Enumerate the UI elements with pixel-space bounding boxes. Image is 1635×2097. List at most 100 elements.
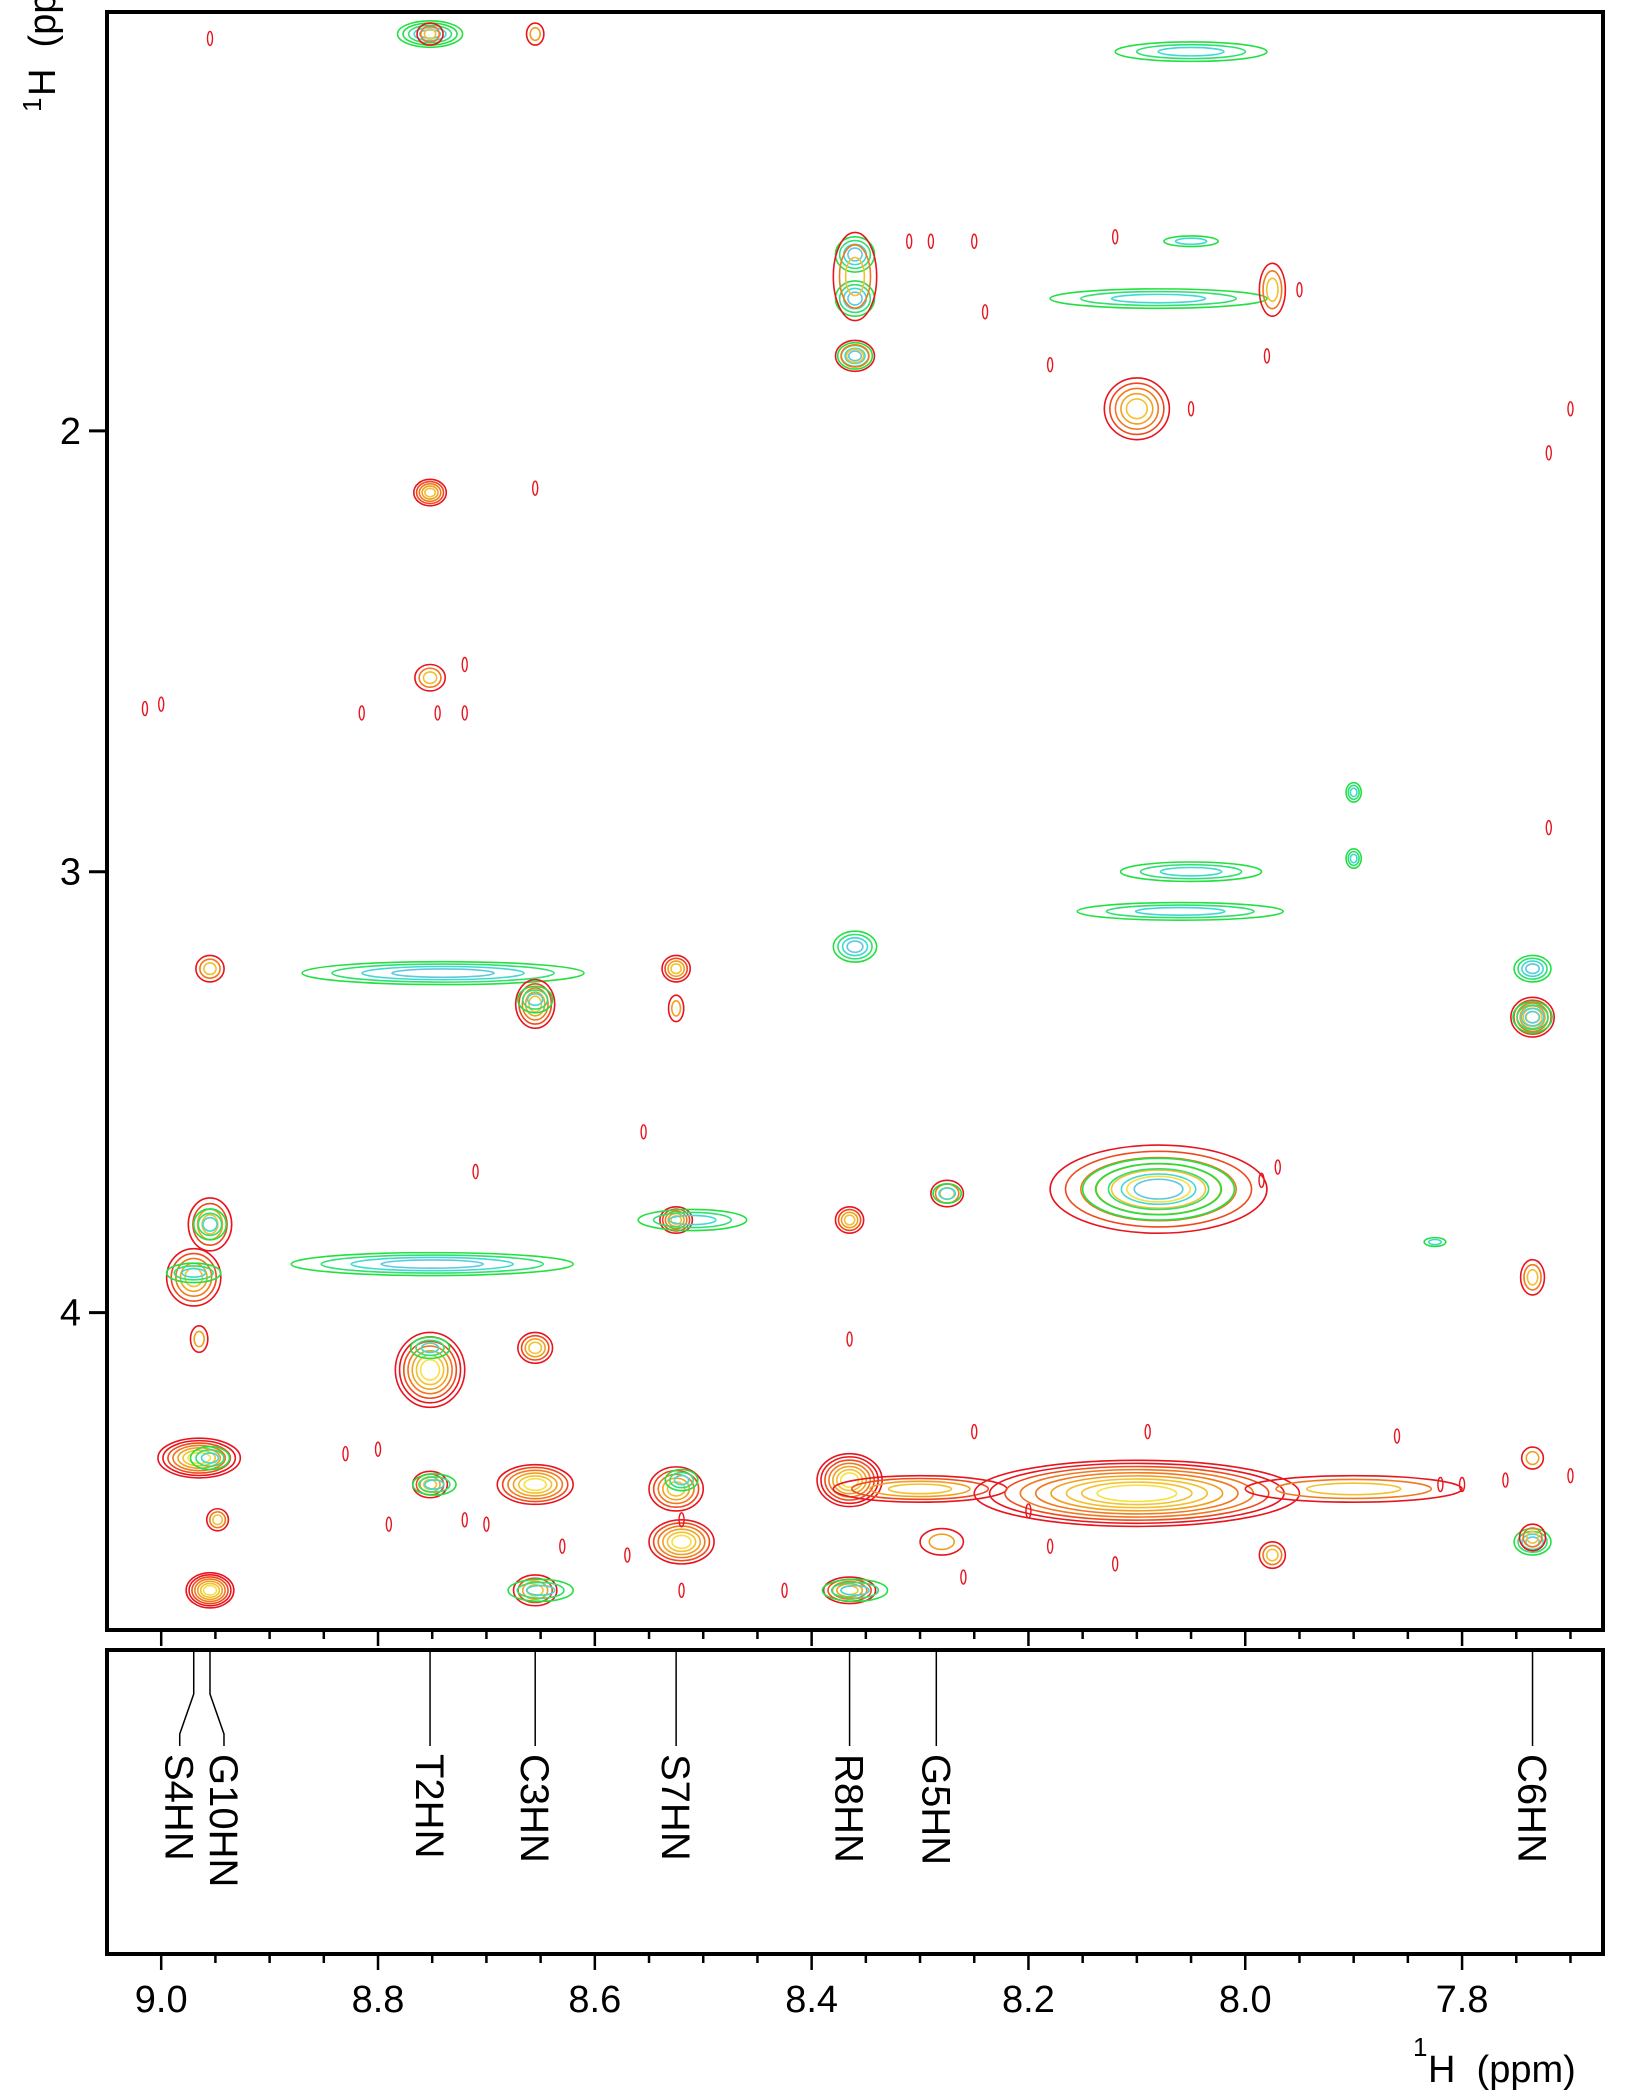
- contour-level: [520, 1334, 550, 1361]
- noise-speck: [1458, 1476, 1466, 1493]
- contour-level: [415, 480, 445, 505]
- contour-level: [816, 1452, 883, 1508]
- contour-level: [394, 1331, 466, 1409]
- contour-level: [832, 1474, 1008, 1503]
- assignment-g5hn: G5HN: [913, 1650, 957, 1865]
- contour-level: [199, 1582, 221, 1599]
- contour-peak: [1258, 262, 1287, 318]
- contour-peak: [832, 1474, 1008, 1503]
- assignment-label: S4HN: [157, 1754, 201, 1861]
- noise-speck: [1545, 445, 1552, 461]
- assignment-g10hn: G10HN: [201, 1650, 245, 1887]
- contour-level: [1524, 1010, 1541, 1024]
- contour-level: [1512, 1000, 1553, 1034]
- contour-level: [1521, 960, 1544, 978]
- noise-speck: [1567, 1467, 1574, 1484]
- contour-level: [657, 1525, 706, 1559]
- contour-level: [1525, 963, 1541, 975]
- contour-level: [837, 1208, 862, 1232]
- noise-speck: [1111, 229, 1119, 245]
- contour-level: [657, 1473, 695, 1505]
- contour-level: [846, 940, 864, 954]
- contour-level: [189, 1324, 209, 1354]
- contour-peak: [507, 1578, 574, 1603]
- contour-level: [824, 1459, 876, 1501]
- contour-level: [1107, 1167, 1210, 1211]
- contour-level: [847, 350, 863, 362]
- contour-level: [832, 1465, 868, 1495]
- contour-level: [201, 1214, 219, 1235]
- assignment-t2hn: T2HN: [407, 1650, 451, 1858]
- contour-level: [191, 1576, 229, 1605]
- contour-level: [840, 344, 870, 368]
- contour-level: [843, 1214, 856, 1226]
- contour-level: [415, 1339, 445, 1357]
- contour-level: [830, 1581, 880, 1600]
- noise-speck: [1263, 348, 1271, 364]
- contour-level: [637, 1208, 748, 1232]
- contour-peak: [1520, 1446, 1545, 1470]
- contour-level: [1349, 787, 1358, 798]
- contour-level: [869, 1480, 971, 1498]
- noise-speck: [1025, 1503, 1032, 1519]
- contour-level: [668, 1214, 717, 1226]
- noise-speck: [1545, 819, 1552, 836]
- contour-level: [1110, 1169, 1207, 1210]
- contour-level: [836, 341, 874, 370]
- noise-speck: [1393, 1428, 1401, 1444]
- contour-level: [212, 1514, 224, 1526]
- contour-peak: [409, 1336, 451, 1360]
- contour-level: [416, 22, 444, 46]
- noise-speck: [927, 233, 935, 249]
- contour-level: [1049, 1144, 1268, 1235]
- contour-level: [652, 1522, 711, 1562]
- contour-level: [847, 247, 863, 262]
- contour-level: [659, 1205, 694, 1235]
- contour-peak: [192, 1208, 228, 1241]
- noise-speck: [906, 233, 913, 249]
- contour-level: [664, 1468, 699, 1492]
- assignment-c3hn: C3HN: [512, 1650, 556, 1863]
- contour-peak: [1103, 377, 1171, 441]
- contour-level: [512, 1574, 558, 1607]
- contour-peak: [832, 231, 878, 322]
- contour-level: [175, 1257, 213, 1298]
- contour-level: [380, 1259, 485, 1270]
- contour-level: [652, 1211, 733, 1229]
- contour-peak: [834, 1205, 865, 1235]
- noise-speck: [678, 1582, 685, 1599]
- contour-level: [412, 478, 448, 507]
- contour-level: [664, 957, 689, 980]
- contour-level: [182, 1449, 217, 1467]
- contour-level: [850, 1477, 990, 1501]
- contour-level: [844, 347, 866, 365]
- noise-speck: [846, 1331, 853, 1347]
- contour-peak: [205, 1507, 230, 1532]
- contour-peak: [412, 478, 448, 507]
- x-tick-label: 8.6: [568, 1979, 621, 2021]
- contour-level: [528, 995, 543, 1013]
- x-tick-label: 8.0: [1219, 1979, 1272, 2021]
- contour-peak: [1244, 1474, 1463, 1503]
- contour-level: [670, 963, 683, 975]
- contour-level: [664, 1210, 688, 1230]
- contour-level: [424, 1479, 445, 1490]
- contour-level: [523, 1477, 548, 1492]
- contour-level: [524, 991, 546, 1017]
- contour-level: [840, 1584, 870, 1596]
- contour-level: [973, 1459, 1301, 1528]
- y-tick-label: 2: [60, 411, 81, 453]
- contour-level: [1265, 1548, 1279, 1562]
- contour-level: [667, 960, 686, 978]
- contour-level: [1513, 954, 1552, 983]
- contour-level: [418, 1476, 451, 1493]
- contour-level: [187, 1197, 233, 1252]
- contour-level: [1521, 1533, 1544, 1551]
- contour-level: [1134, 906, 1226, 916]
- contour-level: [165, 1262, 222, 1284]
- y-axis-title-sup: 1: [17, 98, 47, 112]
- contour-level: [1262, 269, 1283, 310]
- contour-peak: [1518, 1523, 1547, 1552]
- x-tick-label: 8.8: [352, 1979, 405, 2021]
- contour-level: [1080, 290, 1238, 307]
